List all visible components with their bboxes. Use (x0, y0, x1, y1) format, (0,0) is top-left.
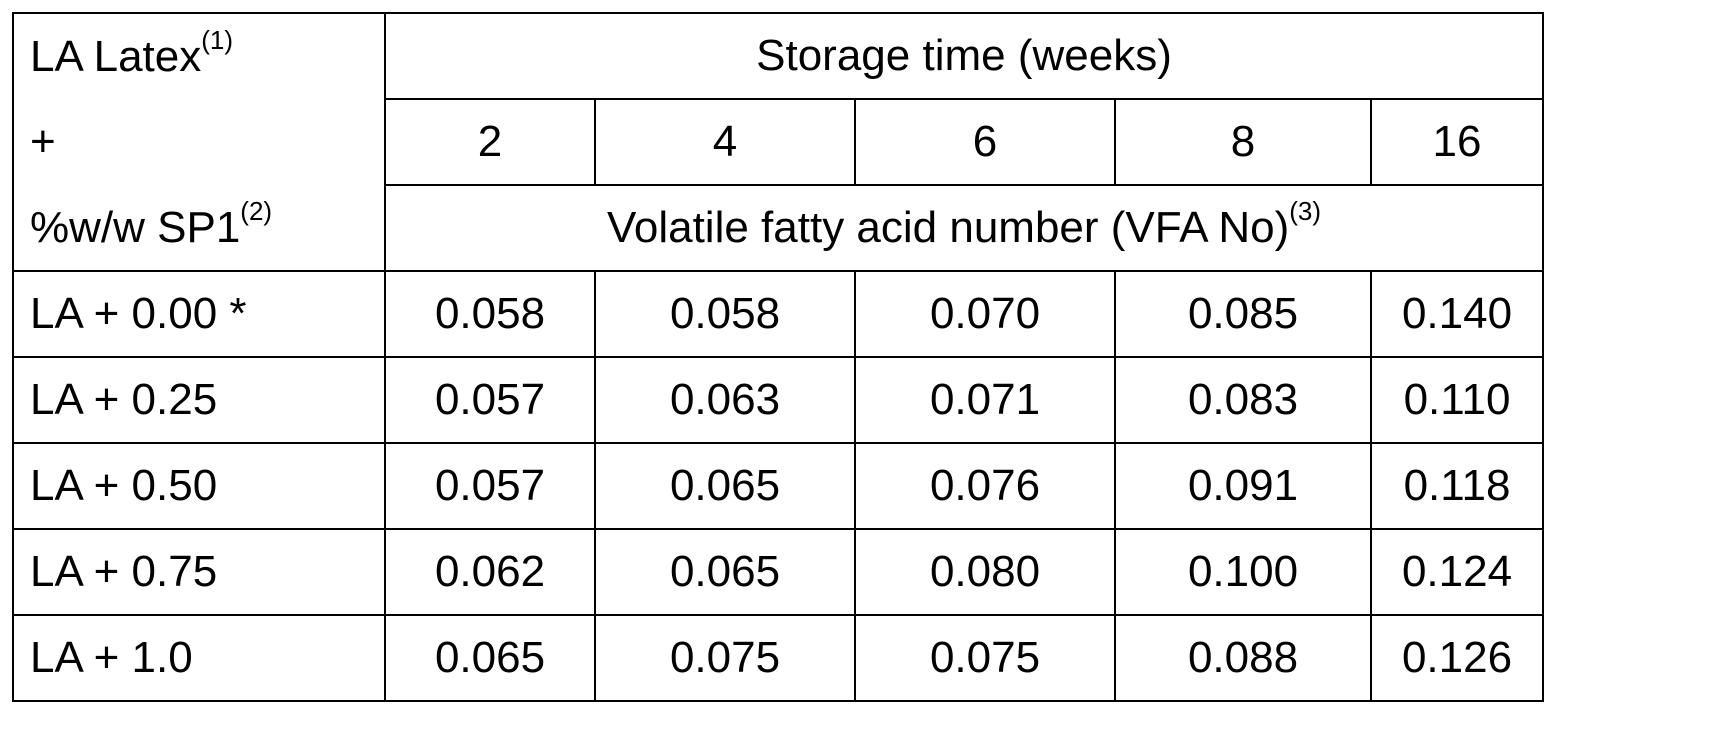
table-cell: 0.085 (1115, 271, 1371, 357)
table-cell: 0.140 (1371, 271, 1543, 357)
table-row: LA + 0.25 0.057 0.063 0.071 0.083 0.110 (13, 357, 1543, 443)
table-cell: 0.057 (385, 357, 595, 443)
row-label: LA + 0.00 * (13, 271, 385, 357)
corner-header-line1: LA Latex(1) (13, 13, 385, 99)
table-row: LA + 0.00 * 0.058 0.058 0.070 0.085 0.14… (13, 271, 1543, 357)
table-cell: 0.124 (1371, 529, 1543, 615)
corner-header-line3: %w/w SP1(2) (13, 185, 385, 271)
week-header: 16 (1371, 99, 1543, 185)
table-cell: 0.058 (385, 271, 595, 357)
table-cell: 0.083 (1115, 357, 1371, 443)
week-header: 8 (1115, 99, 1371, 185)
table-cell: 0.075 (855, 615, 1115, 701)
header-row-vfa: %w/w SP1(2) Volatile fatty acid number (… (13, 185, 1543, 271)
table-cell: 0.118 (1371, 443, 1543, 529)
table-cell: 0.065 (595, 529, 855, 615)
header-row-storage: LA Latex(1) Storage time (weeks) (13, 13, 1543, 99)
vfa-table: LA Latex(1) Storage time (weeks) + 2 4 6… (12, 12, 1544, 702)
week-header: 4 (595, 99, 855, 185)
table-row: LA + 0.50 0.057 0.065 0.076 0.091 0.118 (13, 443, 1543, 529)
row-label: LA + 1.0 (13, 615, 385, 701)
table-cell: 0.091 (1115, 443, 1371, 529)
table-cell: 0.065 (385, 615, 595, 701)
table-cell: 0.071 (855, 357, 1115, 443)
row-label: LA + 0.25 (13, 357, 385, 443)
table-cell: 0.088 (1115, 615, 1371, 701)
week-header: 6 (855, 99, 1115, 185)
table-cell: 0.100 (1115, 529, 1371, 615)
table-cell: 0.070 (855, 271, 1115, 357)
table-row: LA + 0.75 0.062 0.065 0.080 0.100 0.124 (13, 529, 1543, 615)
row-label: LA + 0.75 (13, 529, 385, 615)
table-cell: 0.080 (855, 529, 1115, 615)
table-cell: 0.076 (855, 443, 1115, 529)
table-cell: 0.110 (1371, 357, 1543, 443)
table-cell: 0.075 (595, 615, 855, 701)
table-cell: 0.065 (595, 443, 855, 529)
table-cell: 0.057 (385, 443, 595, 529)
header-row-weeks: + 2 4 6 8 16 (13, 99, 1543, 185)
table-cell: 0.126 (1371, 615, 1543, 701)
corner-header-line2: + (13, 99, 385, 185)
week-header: 2 (385, 99, 595, 185)
table-row: LA + 1.0 0.065 0.075 0.075 0.088 0.126 (13, 615, 1543, 701)
table-cell: 0.058 (595, 271, 855, 357)
vfa-table-container: LA Latex(1) Storage time (weeks) + 2 4 6… (12, 12, 1544, 702)
table-cell: 0.063 (595, 357, 855, 443)
storage-time-header: Storage time (weeks) (385, 13, 1543, 99)
vfa-header: Volatile fatty acid number (VFA No)(3) (385, 185, 1543, 271)
row-label: LA + 0.50 (13, 443, 385, 529)
table-cell: 0.062 (385, 529, 595, 615)
